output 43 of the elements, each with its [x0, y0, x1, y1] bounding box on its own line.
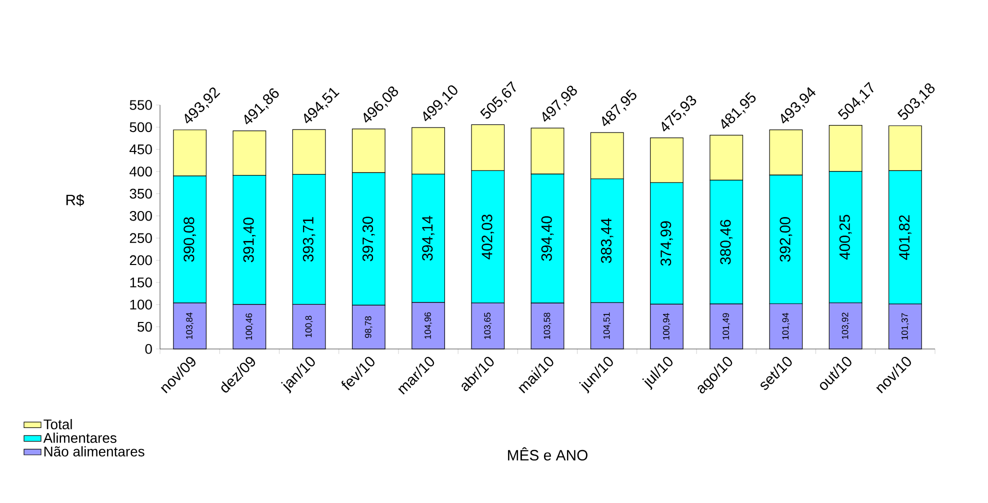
y-tick-label: 400: [130, 166, 152, 176]
legend-label: Total: [44, 419, 72, 430]
data-label: 103,84: [186, 312, 194, 339]
annotation: 391,40: [243, 218, 256, 262]
y-tick-label: 250: [130, 233, 152, 244]
y-tick-label: 450: [130, 144, 152, 154]
annotation: 397,30: [362, 216, 375, 262]
y-tick-label: 100: [130, 300, 152, 310]
y-tick-label: 50: [138, 322, 152, 332]
x-axis-title: MÊS e ANO: [508, 447, 588, 460]
y-tick-label: 0: [145, 344, 152, 354]
data-label: 98,78: [364, 316, 372, 338]
annotation: 401,82: [899, 215, 912, 260]
data-label: 100,94: [663, 313, 670, 340]
legend-label: Não alimentares: [44, 446, 144, 456]
annotation: 402,03: [482, 214, 494, 260]
data-label: 101,37: [901, 313, 909, 340]
y-tick-label: 500: [130, 122, 152, 132]
y-tick-label: 200: [130, 255, 152, 266]
annotation: 374,99: [660, 221, 673, 266]
data-label: 103,65: [484, 312, 492, 340]
legend-label: Alimentares: [43, 432, 116, 443]
data-label: 101,94: [782, 312, 790, 340]
data-label: 101,49: [722, 313, 730, 340]
data-label: 103,92: [842, 312, 850, 339]
data-label: 103,58: [544, 312, 552, 340]
annotation: 394,40: [541, 216, 554, 261]
data-label: 104,96: [424, 312, 432, 339]
y-tick-label: 150: [130, 277, 152, 288]
annotation: 390,08: [184, 217, 196, 262]
annotation: 380,46: [720, 220, 733, 264]
y-tick-label: 350: [130, 188, 152, 199]
data-label: 100,8: [305, 316, 313, 338]
annotation: 400,25: [839, 214, 852, 260]
annotation: 393,71: [302, 217, 316, 262]
y-tick-label: 550: [130, 100, 152, 110]
data-label: 100,46: [246, 313, 254, 340]
annotation: 392,00: [780, 217, 792, 262]
annotation: 383,44: [600, 218, 614, 264]
y-axis-title: R$: [66, 194, 84, 206]
data-label: 104,51: [603, 312, 611, 339]
annotation: 394,14: [422, 216, 434, 261]
y-tick-label: 300: [130, 210, 152, 221]
